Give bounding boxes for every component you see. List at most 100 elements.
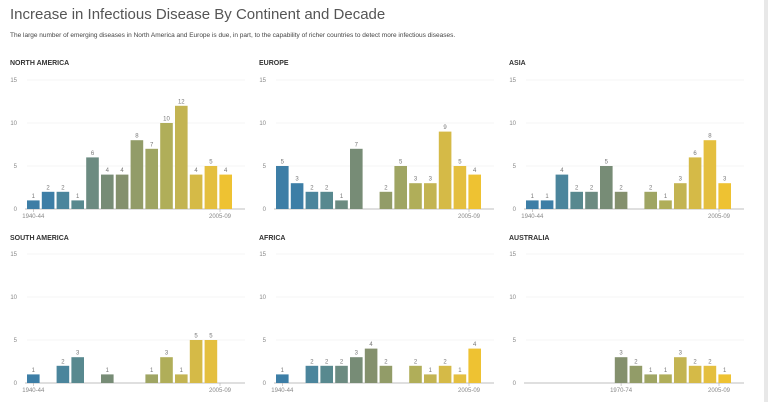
north-america-bar [71, 200, 84, 209]
australia-ytick-label: 15 [509, 252, 516, 258]
africa-data-label: 4 [369, 342, 373, 348]
europe-data-label: 9 [443, 125, 447, 131]
asia-ytick-label: 15 [509, 78, 516, 84]
south-america-ytick-label: 5 [14, 338, 18, 344]
asia-bar [674, 183, 687, 209]
asia-bar [718, 183, 731, 209]
south-america-data-label: 3 [76, 351, 80, 357]
asia-data-label: 2 [619, 185, 623, 191]
north-america-bar [145, 148, 158, 209]
north-america-x-end-label: 2005-09 [209, 214, 232, 220]
south-america-bar [160, 357, 173, 383]
asia-data-label: 4 [560, 168, 564, 174]
africa-bar [364, 348, 378, 383]
asia-bar [570, 191, 583, 209]
europe-data-label: 5 [458, 160, 462, 166]
australia-bar [674, 357, 687, 383]
australia-bar [718, 374, 731, 383]
north-america-data-label: 10 [163, 117, 170, 123]
north-america-bar [189, 174, 203, 209]
australia-data-label: 3 [619, 351, 623, 357]
australia-bar [703, 365, 717, 383]
australia-x-start-label: 1970-74 [610, 388, 633, 394]
north-america-data-label: 6 [91, 151, 95, 157]
north-america-data-label: 4 [106, 168, 110, 174]
south-america-data-label: 5 [209, 334, 213, 340]
asia-data-label: 3 [723, 177, 727, 183]
africa-data-label: 2 [443, 359, 447, 365]
australia-x-end-label: 2005-09 [708, 388, 731, 394]
south-america-data-label: 1 [32, 368, 36, 374]
north-america-bar [101, 174, 114, 209]
australia-ytick-label: 5 [513, 338, 517, 344]
africa-bar [438, 365, 452, 383]
north-america-bar [219, 174, 232, 209]
africa-x-start-label: 1940-44 [271, 388, 294, 394]
africa-data-label: 2 [414, 359, 418, 365]
north-america-bar [160, 123, 173, 209]
asia-bar [659, 200, 672, 209]
south-america-bar [145, 374, 158, 383]
page-subtitle: The large number of emerging diseases in… [10, 32, 456, 39]
europe-data-label: 4 [473, 168, 477, 174]
europe-data-label: 7 [355, 142, 359, 148]
australia-bar [659, 374, 672, 383]
north-america-bar [56, 191, 70, 209]
asia-bar [688, 157, 702, 209]
north-america-bar [86, 157, 99, 209]
south-america-data-label: 1 [106, 368, 110, 374]
north-america-bar [115, 174, 129, 209]
australia-ytick-label: 0 [513, 381, 517, 387]
north-america-data-label: 4 [194, 168, 198, 174]
africa-bar [320, 365, 333, 383]
australia-bar [644, 374, 657, 383]
north-america-data-label: 8 [135, 134, 139, 140]
page-scrollbar[interactable] [764, 0, 768, 402]
north-america-data-label: 5 [209, 160, 213, 166]
north-america-bar [130, 140, 144, 209]
africa-bar [276, 374, 289, 383]
europe-bar [394, 166, 407, 209]
africa-data-label: 2 [384, 359, 388, 365]
africa-ytick-label: 10 [259, 295, 266, 301]
asia-data-label: 8 [708, 134, 712, 140]
europe-bar [438, 131, 452, 209]
south-america-x-start-label: 1940-44 [22, 388, 45, 394]
asia-bar [540, 200, 554, 209]
asia-bar [555, 174, 569, 209]
asia-bar [585, 191, 598, 209]
north-america-ytick-label: 10 [10, 121, 17, 127]
south-america-bar [204, 340, 218, 383]
europe-bar [379, 191, 393, 209]
north-america-ytick-label: 15 [10, 78, 17, 84]
europe-bar [305, 191, 319, 209]
south-america-data-label: 3 [165, 351, 169, 357]
europe-data-label: 2 [310, 185, 314, 191]
asia-data-label: 1 [545, 194, 549, 200]
europe-title: EUROPE [259, 60, 289, 67]
africa-data-label: 2 [310, 359, 314, 365]
asia-bar [600, 166, 613, 209]
north-america-ytick-label: 5 [14, 164, 18, 170]
africa-data-label: 1 [429, 368, 433, 374]
asia-bar [526, 200, 539, 209]
asia-ytick-label: 5 [513, 164, 517, 170]
north-america-data-label: 7 [150, 142, 154, 148]
south-america-data-label: 1 [180, 368, 184, 374]
europe-data-label: 3 [429, 177, 433, 183]
south-america-data-label: 1 [150, 368, 154, 374]
europe-data-label: 2 [325, 185, 329, 191]
asia-data-label: 2 [590, 185, 594, 191]
africa-bar [379, 365, 393, 383]
south-america-ytick-label: 10 [10, 295, 17, 301]
south-america-bar [27, 374, 40, 383]
africa-x-end-label: 2005-09 [458, 388, 481, 394]
europe-data-label: 3 [295, 177, 299, 183]
asia-data-label: 6 [693, 151, 697, 157]
south-america-title: SOUTH AMERICA [10, 235, 69, 242]
asia-data-label: 2 [575, 185, 579, 191]
europe-data-label: 5 [399, 160, 403, 166]
africa-ytick-label: 0 [263, 381, 267, 387]
africa-bar [335, 365, 348, 383]
asia-data-label: 1 [531, 194, 535, 200]
